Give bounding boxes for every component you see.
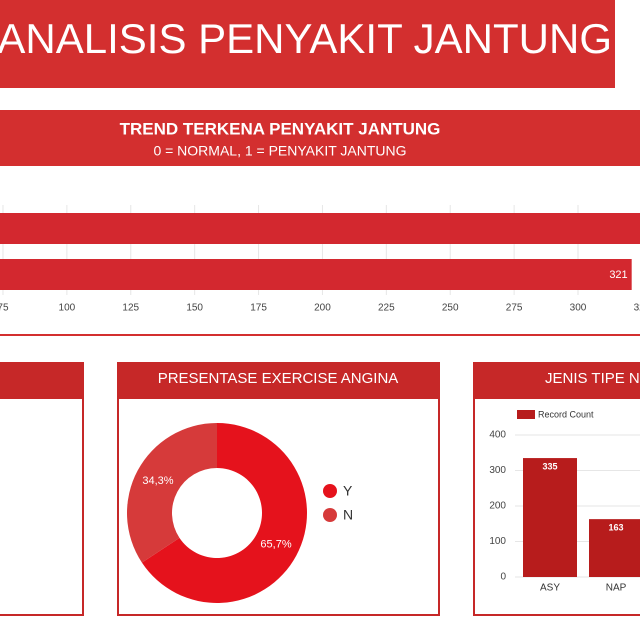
- x-tick-label: 100: [59, 303, 76, 314]
- donut-slice: [127, 423, 217, 563]
- x-tick-label: 150: [186, 303, 203, 314]
- y-tick-label: 400: [489, 430, 506, 441]
- bar: [589, 519, 640, 577]
- pie-title: PRESENTASE EXERCISE ANGINA: [158, 370, 399, 387]
- y-tick-label: 0: [500, 572, 506, 583]
- panel-header: [117, 362, 440, 398]
- y-tick-label: 100: [489, 536, 506, 547]
- x-tick-label: 225: [378, 303, 395, 314]
- trend-subtitle: 0 = NORMAL, 1 = PENYAKIT JANTUNG: [153, 143, 406, 159]
- bar: [0, 213, 640, 244]
- y-tick-label: 300: [489, 465, 506, 476]
- bar: [523, 458, 577, 577]
- header-banner: [0, 0, 615, 88]
- trend-title: TREND TERKENA PENYAKIT JANTUNG: [120, 119, 441, 138]
- bar: [0, 259, 632, 290]
- x-tick-label: 250: [442, 303, 459, 314]
- legend-marker: [323, 508, 337, 522]
- x-tick-label: 75: [0, 303, 9, 314]
- value-label: 65,7%: [260, 539, 291, 551]
- value-label: 335: [542, 461, 557, 471]
- legend-marker: [517, 410, 535, 419]
- value-label: 321: [609, 269, 627, 281]
- x-tick-label: 175: [250, 303, 267, 314]
- panel: [0, 397, 84, 616]
- x-tick-label: 200: [314, 303, 331, 314]
- x-tick-label: 125: [122, 303, 139, 314]
- donut-slice: [141, 423, 308, 604]
- header-title: ANALISIS PENYAKIT JANTUNG: [0, 15, 612, 62]
- panel-header: [0, 362, 84, 398]
- legend-label: N: [343, 507, 353, 523]
- panel-header: [473, 362, 640, 398]
- x-tick-label: 325: [634, 303, 640, 314]
- trend-header: [0, 110, 640, 166]
- value-label: 163: [608, 523, 623, 533]
- x-tick-label: ASY: [540, 583, 560, 594]
- x-tick-label: NAP: [606, 583, 627, 594]
- bar-title: JENIS TIPE N: [545, 370, 640, 387]
- x-tick-label: 275: [506, 303, 523, 314]
- x-tick-label: 300: [570, 303, 587, 314]
- legend-label: Record Count: [538, 409, 594, 419]
- y-tick-label: 200: [489, 501, 506, 512]
- legend-marker: [323, 484, 337, 498]
- legend-label: Y: [343, 483, 353, 499]
- value-label: 34,3%: [142, 475, 173, 487]
